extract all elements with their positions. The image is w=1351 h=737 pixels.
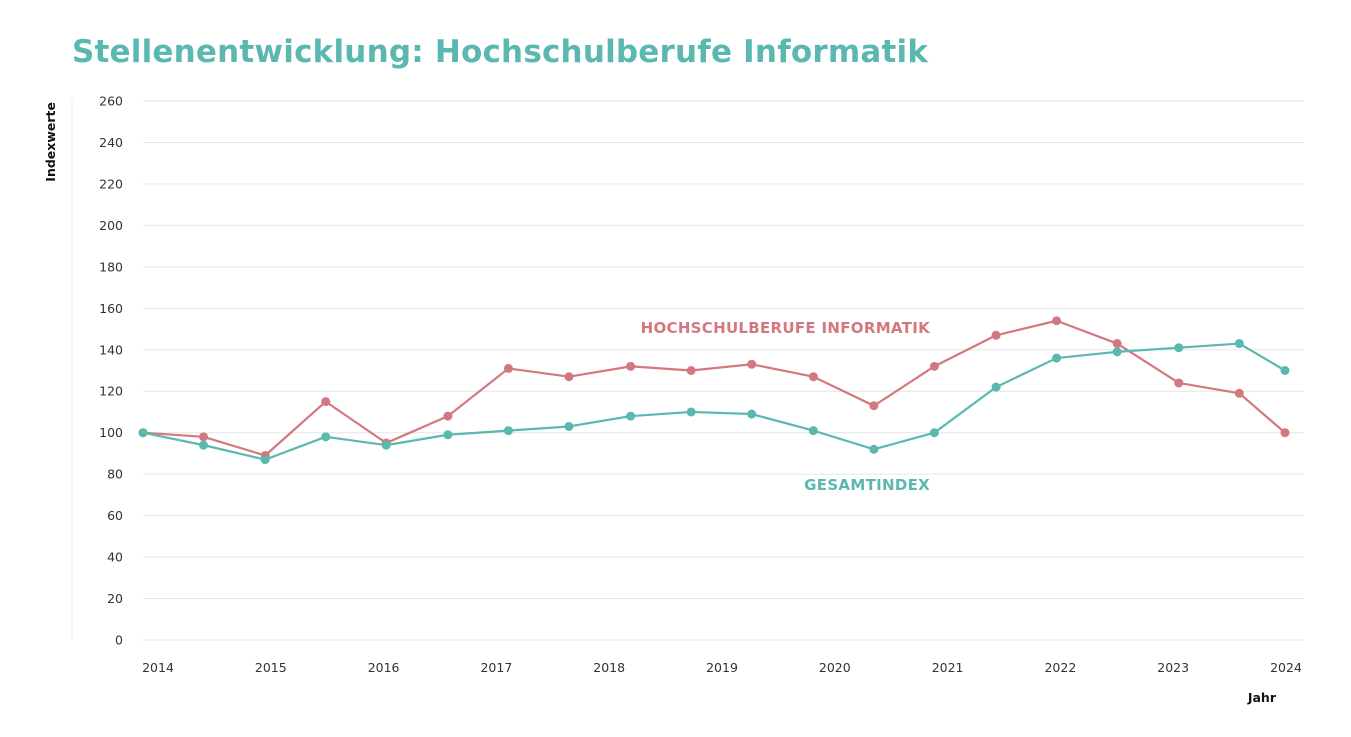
data-point bbox=[991, 382, 1001, 392]
data-point bbox=[564, 372, 574, 382]
data-point bbox=[747, 359, 757, 369]
data-point bbox=[929, 361, 939, 371]
data-point bbox=[626, 411, 636, 421]
y-tick-label: 40 bbox=[107, 550, 123, 565]
data-point bbox=[929, 428, 939, 438]
x-tick-label: 2019 bbox=[706, 660, 738, 675]
series-points bbox=[138, 316, 1290, 465]
data-point bbox=[260, 455, 270, 465]
data-point bbox=[1234, 339, 1244, 349]
data-point bbox=[1174, 343, 1184, 353]
data-point bbox=[1174, 378, 1184, 388]
data-point bbox=[747, 409, 757, 419]
y-tick-label: 0 bbox=[115, 633, 123, 648]
data-point bbox=[1112, 347, 1122, 357]
data-point bbox=[808, 372, 818, 382]
x-tick-label: 2014 bbox=[142, 660, 174, 675]
data-point bbox=[1112, 339, 1122, 349]
series-label-informatik: HOCHSCHULBERUFE INFORMATIK bbox=[641, 319, 931, 337]
y-tick-label: 160 bbox=[99, 301, 123, 316]
data-point bbox=[686, 366, 696, 375]
y-tick-label: 260 bbox=[99, 94, 123, 109]
data-point bbox=[1280, 428, 1290, 438]
series-line-0 bbox=[142, 319, 1286, 457]
y-tick-label: 220 bbox=[99, 176, 123, 191]
chart-title: Stellenentwicklung: Hochschulberufe Info… bbox=[72, 34, 929, 70]
series-label-gesamtindex: GESAMTINDEX bbox=[804, 476, 930, 494]
data-point bbox=[381, 440, 391, 450]
y-tick-label: 20 bbox=[107, 591, 123, 606]
data-point bbox=[321, 397, 331, 407]
data-point bbox=[321, 432, 331, 442]
data-point bbox=[1280, 366, 1290, 375]
data-point bbox=[869, 401, 879, 411]
series-lines bbox=[142, 319, 1286, 461]
data-point bbox=[1052, 316, 1062, 326]
data-point bbox=[626, 361, 636, 371]
x-tick-labels: 2014 2015 2016 2017 2018 2019 2020 2021 2022 2023… bbox=[142, 660, 1302, 675]
x-tick-label: 2016 bbox=[368, 660, 400, 675]
gridlines bbox=[143, 100, 1304, 641]
x-tick-label: 2020 bbox=[819, 660, 851, 675]
y-tick-label: 100 bbox=[99, 425, 123, 440]
x-tick-label: 2015 bbox=[255, 660, 287, 675]
x-axis-title: Jahr bbox=[1247, 690, 1277, 705]
data-point bbox=[503, 363, 513, 373]
data-point bbox=[686, 407, 696, 417]
x-tick-label: 2023 bbox=[1157, 660, 1189, 675]
data-point bbox=[138, 428, 148, 438]
data-point bbox=[564, 421, 574, 431]
x-tick-label: 2018 bbox=[593, 660, 625, 675]
data-point bbox=[1052, 353, 1062, 363]
y-tick-labels: 0 20 40 60 80 100 120 140 160 180 200 220 240 260 bbox=[99, 94, 123, 648]
x-tick-label: 2021 bbox=[932, 660, 964, 675]
y-tick-label: 200 bbox=[99, 218, 123, 233]
data-point bbox=[443, 430, 453, 440]
x-tick-label: 2022 bbox=[1044, 660, 1076, 675]
x-tick-label: 2017 bbox=[480, 660, 512, 675]
data-point bbox=[199, 440, 209, 450]
y-tick-label: 60 bbox=[107, 508, 123, 523]
data-point bbox=[1234, 388, 1244, 398]
x-tick-label: 2024 bbox=[1270, 660, 1302, 675]
series-line-1 bbox=[142, 342, 1286, 461]
y-tick-label: 140 bbox=[99, 342, 123, 357]
y-tick-label: 180 bbox=[99, 259, 123, 274]
y-tick-label: 80 bbox=[107, 467, 123, 482]
y-tick-label: 120 bbox=[99, 384, 123, 399]
data-point bbox=[869, 444, 879, 454]
data-point bbox=[808, 426, 818, 436]
y-axis-title: Indexwerte bbox=[43, 102, 58, 182]
data-point bbox=[503, 426, 513, 436]
y-tick-label: 240 bbox=[99, 135, 123, 150]
data-point bbox=[199, 432, 209, 442]
data-point bbox=[443, 411, 453, 421]
data-point bbox=[991, 330, 1001, 340]
